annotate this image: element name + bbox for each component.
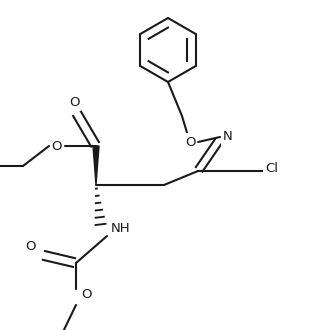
Text: O: O: [185, 136, 195, 148]
Text: Cl: Cl: [266, 161, 279, 175]
Text: O: O: [52, 140, 62, 152]
Text: NH: NH: [111, 222, 131, 236]
Polygon shape: [93, 146, 99, 185]
Text: O: O: [25, 241, 35, 253]
Text: N: N: [223, 130, 233, 144]
Text: O: O: [81, 288, 91, 302]
Text: O: O: [69, 95, 79, 109]
